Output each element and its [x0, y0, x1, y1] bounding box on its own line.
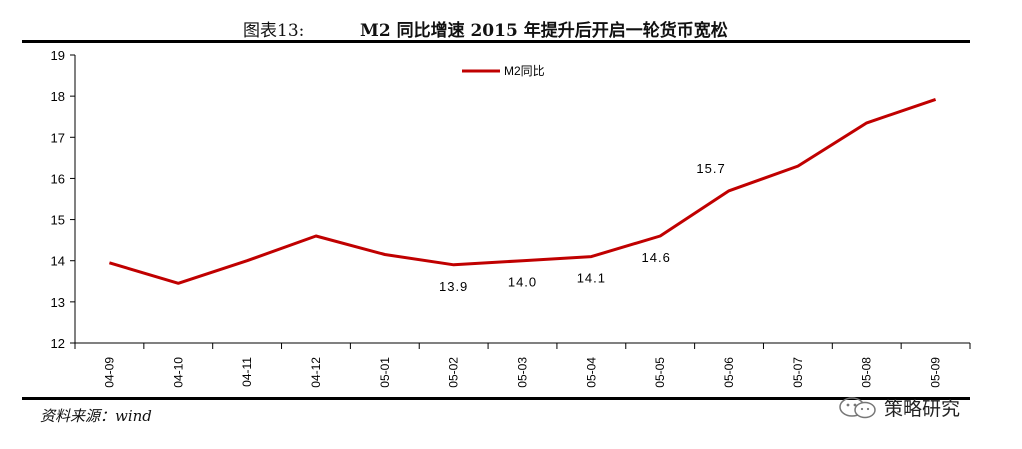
x-tick-label: 05-05: [653, 357, 667, 388]
top-rule: [22, 40, 970, 43]
data-label: 14.1: [577, 271, 606, 286]
y-tick-label: 12: [51, 336, 65, 351]
watermark: 策略研究: [838, 392, 988, 422]
figure-label: 图表13:: [243, 21, 305, 41]
x-tick-label: 05-06: [722, 357, 736, 388]
y-tick-label: 14: [51, 254, 65, 269]
data-label: 14.0: [508, 275, 537, 290]
x-tick-label: 04-12: [309, 357, 323, 388]
series-line-m2: [108, 97, 937, 285]
x-tick-label: 05-01: [378, 357, 392, 388]
x-tick-label: 05-03: [516, 357, 530, 388]
bottom-rule: [22, 397, 970, 400]
data-label: 13.9: [439, 279, 468, 294]
y-tick-label: 15: [51, 213, 65, 228]
x-tick-label: 05-07: [791, 357, 805, 388]
watermark-text: 策略研究: [884, 398, 961, 420]
x-tick-label: 05-08: [860, 357, 874, 388]
x-tick-label: 05-02: [447, 357, 461, 388]
x-tick-label: 05-09: [929, 357, 943, 388]
title-row: 图表13: M2 同比增速 2015 年提升后开启一轮货币宽松: [0, 14, 1022, 41]
x-tick-label: 05-04: [584, 357, 598, 388]
y-tick-label: 18: [51, 89, 65, 104]
y-tick-label: 17: [51, 130, 65, 145]
x-tick-label: 04-10: [171, 357, 185, 388]
y-tick-label: 19: [51, 48, 65, 63]
data-label: 14.6: [642, 250, 671, 265]
y-tick-label: 13: [51, 295, 65, 310]
source-note: 资料来源：wind: [40, 407, 152, 425]
data-label: 15.7: [696, 161, 725, 176]
y-tick-label: 16: [51, 171, 65, 186]
wechat-icon: [839, 397, 876, 419]
x-tick-label: 04-09: [102, 357, 116, 388]
x-tick-label: 04-11: [240, 357, 254, 387]
legend-label: M2同比: [504, 64, 545, 78]
chart-title: M2 同比增速 2015 年提升后开启一轮货币宽松: [360, 21, 728, 41]
